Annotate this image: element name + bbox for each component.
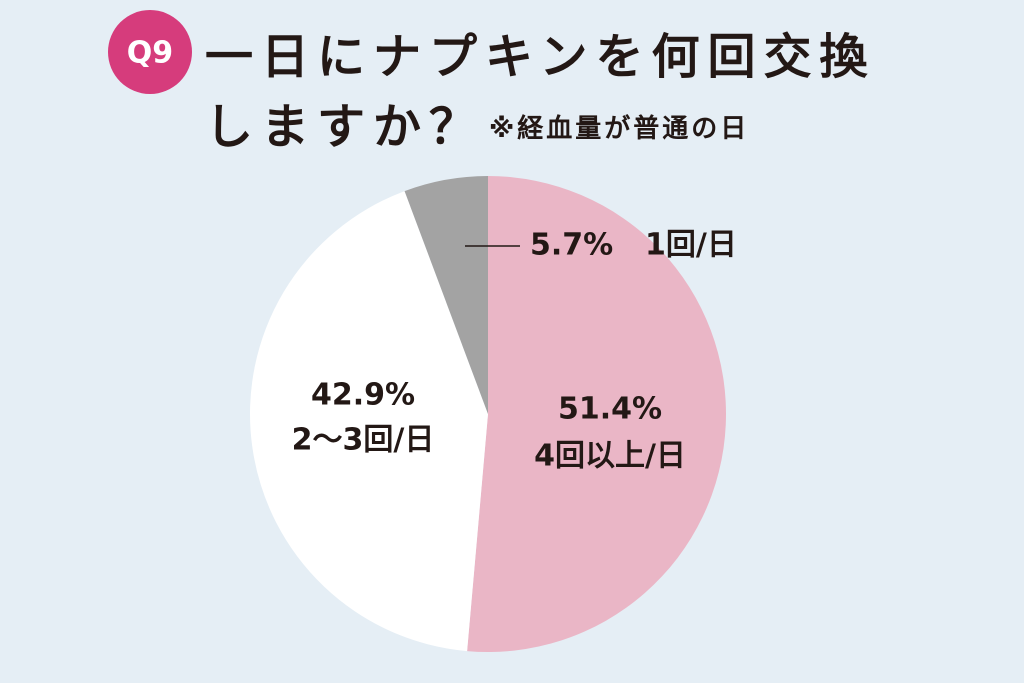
value-label: 42.9% [311,378,415,413]
chart-title: 一日にナプキンを何回交換しますか？ [205,29,876,155]
category-label: 4回以上/日 [534,439,686,474]
pie-slice [467,176,726,652]
pie-slice [404,176,488,414]
value-label: 51.4% [558,392,662,427]
chart-subtitle: ※経血量が普通の日 [489,114,750,144]
category-label: 1回/日 [645,228,737,263]
category-label: 2～3回/日 [292,423,435,458]
title-block: 一日にナプキンを何回交換しますか？ ※経血量が普通の日 [205,22,905,164]
badge-label: Q9 [127,36,173,71]
badge [108,10,192,94]
value-label: 5.7% [530,228,613,263]
pie-slice [250,191,488,652]
